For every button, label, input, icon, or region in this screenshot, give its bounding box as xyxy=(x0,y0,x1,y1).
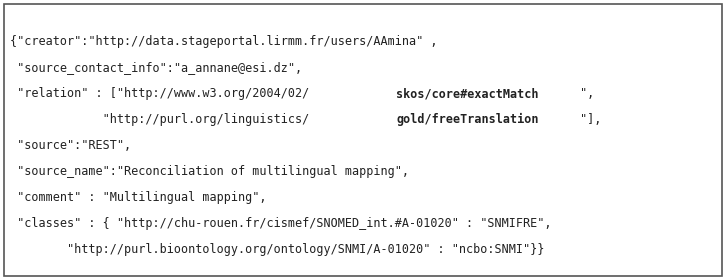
Text: "source_contact_info":"a_annane@esi.dz",: "source_contact_info":"a_annane@esi.dz", xyxy=(10,61,302,74)
Text: {"creator":"http://data.stageportal.lirmm.fr/users/AAmina" ,: {"creator":"http://data.stageportal.lirm… xyxy=(10,35,438,48)
Text: "source":"REST",: "source":"REST", xyxy=(10,139,131,152)
Text: "comment" : "Multilingual mapping",: "comment" : "Multilingual mapping", xyxy=(10,191,266,204)
Text: skos/core#exactMatch: skos/core#exactMatch xyxy=(396,87,539,100)
Text: "http://purl.org/linguistics/: "http://purl.org/linguistics/ xyxy=(10,113,309,126)
Text: gold/freeTranslation: gold/freeTranslation xyxy=(396,113,539,126)
Text: "http://purl.bioontology.org/ontology/SNMI/A-01020" : "ncbo:SNMI"}}: "http://purl.bioontology.org/ontology/SN… xyxy=(10,243,544,256)
Text: "relation" : ["http://www.w3.org/2004/02/: "relation" : ["http://www.w3.org/2004/02… xyxy=(10,87,309,100)
Text: ",: ", xyxy=(580,87,595,100)
Text: "],: "], xyxy=(580,113,601,126)
Text: "source_name":"Reconciliation of multilingual mapping",: "source_name":"Reconciliation of multili… xyxy=(10,165,409,178)
Text: "classes" : { "http://chu-rouen.fr/cismef/SNOMED_int.#A-01020" : "SNMIFRE",: "classes" : { "http://chu-rouen.fr/cisme… xyxy=(10,217,552,230)
